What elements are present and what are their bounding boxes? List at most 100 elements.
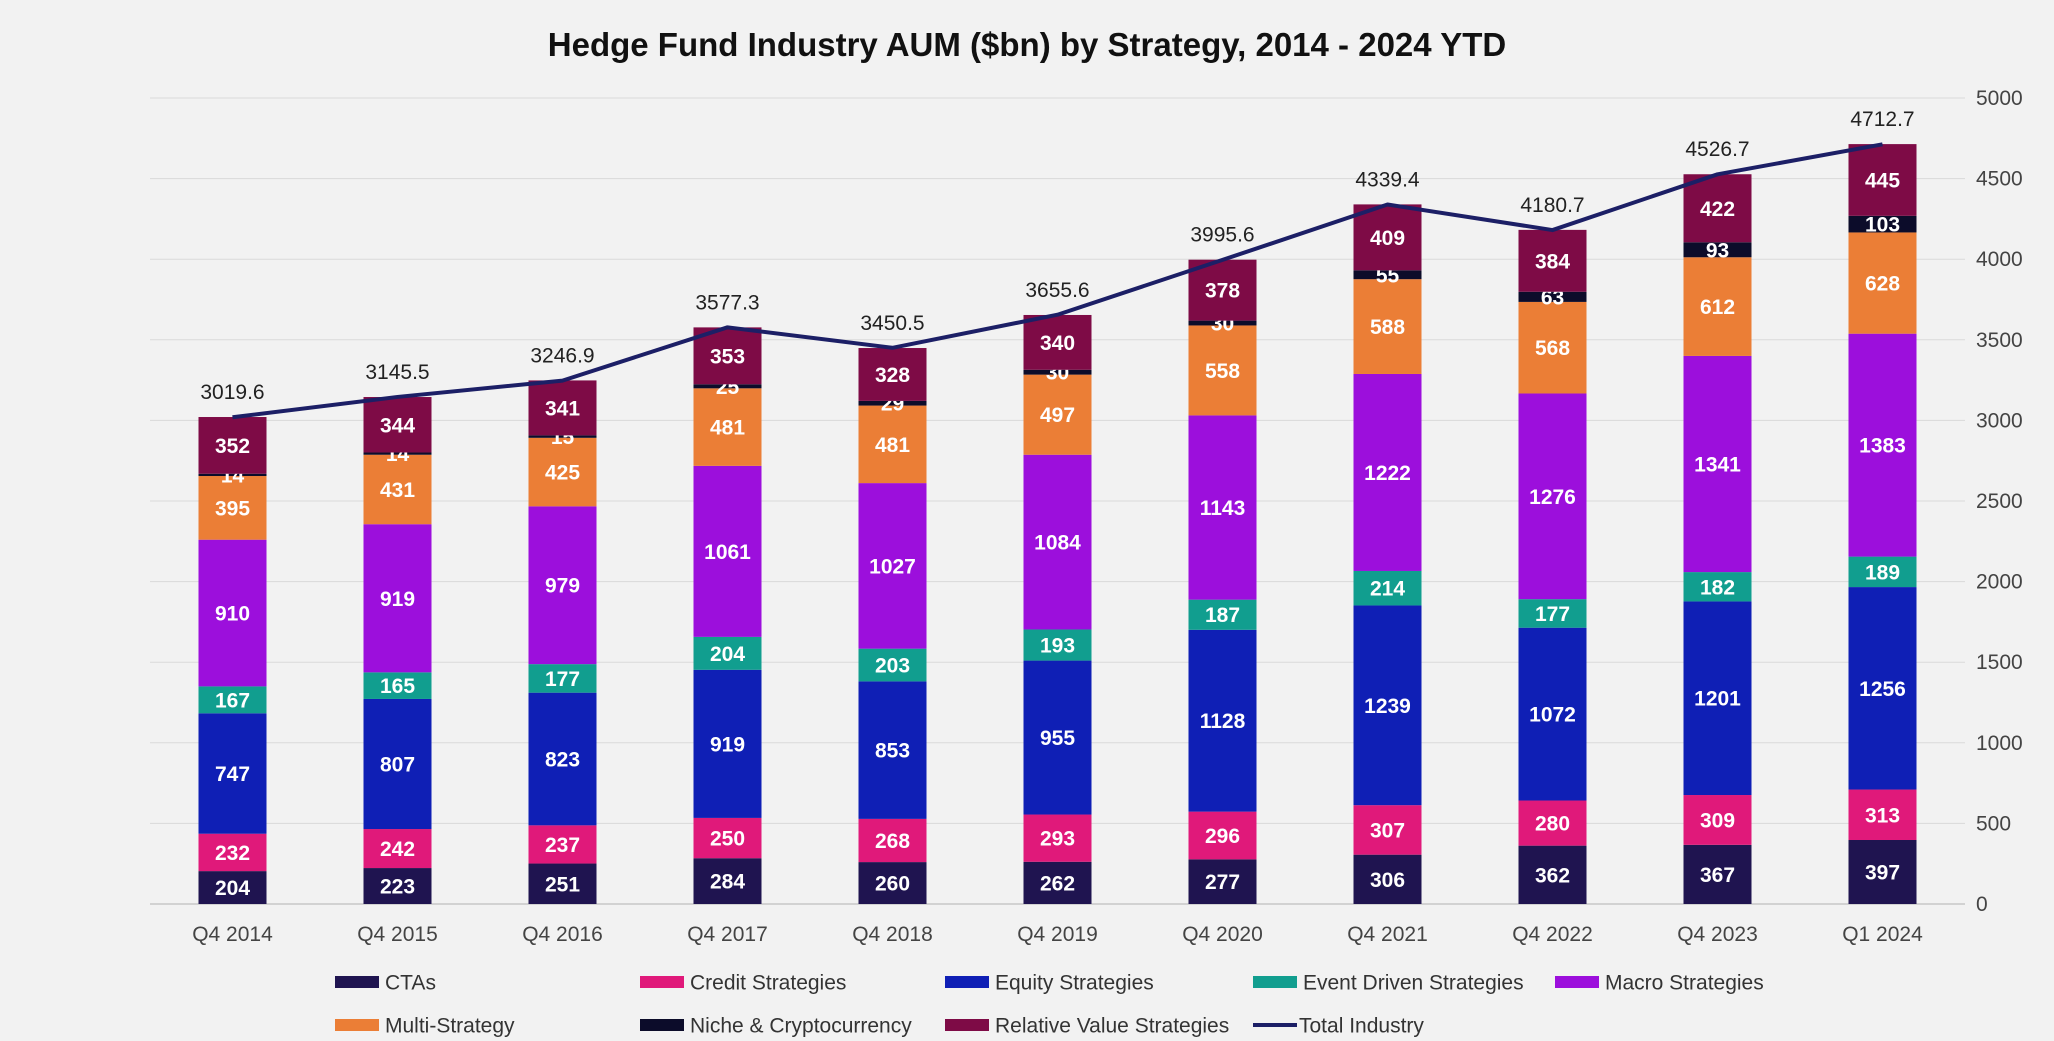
bar-segment-label: 340 — [1040, 332, 1075, 355]
bar-segment-label: 445 — [1865, 169, 1900, 192]
bar-segment-label: 497 — [1040, 404, 1075, 427]
legend-label: Equity Strategies — [995, 972, 1154, 995]
total-industry-label: 3995.6 — [1190, 224, 1254, 247]
legend-label: Total Industry — [1299, 1015, 1424, 1038]
legend-item: Macro Strategies — [1555, 972, 1764, 995]
bar-segment-label: 177 — [545, 668, 580, 691]
legend-swatch — [640, 1019, 684, 1031]
bar-segment-label: 481 — [710, 417, 745, 440]
bar-segment — [528, 437, 597, 507]
bar-segment — [363, 452, 432, 455]
bar-segment — [363, 868, 432, 904]
bar-segment-label: 1239 — [1364, 695, 1411, 718]
x-tick-label: Q4 2021 — [1347, 923, 1428, 946]
bar-stack: 397 313 1256 189 1383 628 103 445 — [1848, 144, 1917, 904]
bar-segment — [693, 388, 762, 466]
bar-segment-label: 214 — [1370, 578, 1405, 601]
bar-segment-label: 823 — [545, 749, 580, 772]
bar-segment — [198, 833, 267, 872]
bar-segment — [528, 692, 597, 826]
y-axis: 0 500 1000 1500 2000 2500 3000 3500 4000 4500 5000 — [1976, 87, 2023, 916]
bar-segment — [1518, 800, 1587, 846]
bar-segment — [528, 435, 597, 438]
bar-segment-label: 431 — [380, 479, 415, 502]
bar-segment — [858, 348, 927, 401]
bar-segment — [1188, 325, 1257, 416]
bar-segment-label: 352 — [215, 435, 250, 458]
legend-label: Multi-Strategy — [385, 1015, 515, 1038]
legend-item: Niche & Cryptocurrency — [640, 1015, 912, 1038]
bar-segment — [363, 454, 432, 525]
bar-segment — [1188, 259, 1257, 321]
bar-segment-label: 296 — [1205, 825, 1240, 848]
bar-segment-label: 203 — [875, 655, 910, 678]
bar-segment-label: 395 — [215, 497, 250, 520]
bar-segment-label: 979 — [545, 575, 580, 598]
bar-segment — [1518, 393, 1587, 600]
bar-segment-label: 1222 — [1364, 462, 1411, 485]
bar-segment — [1188, 811, 1257, 860]
bar-segment — [1188, 859, 1257, 904]
legend-label: Relative Value Strategies — [995, 1015, 1229, 1038]
bar-segment-label: 853 — [875, 740, 910, 763]
bar-segment-label: 807 — [380, 753, 415, 776]
bar-segment — [528, 380, 597, 436]
bar-segment-label: 481 — [875, 434, 910, 457]
x-tick-label: Q1 2024 — [1842, 923, 1923, 946]
bar-segment — [198, 686, 267, 714]
bar-segment-label: 1072 — [1529, 704, 1576, 727]
bar-segment-label: 919 — [710, 733, 745, 756]
bar-segment — [1848, 232, 1917, 334]
bar-segment — [693, 669, 762, 818]
legend-label: Macro Strategies — [1605, 972, 1764, 995]
bar-segment — [198, 539, 267, 687]
x-tick-label: Q4 2022 — [1512, 923, 1593, 946]
bar-segment — [363, 698, 432, 830]
legend-item: CTAs — [335, 972, 436, 995]
bar-segment-label: 425 — [545, 462, 580, 485]
bar-segment-label: 251 — [545, 873, 580, 896]
bar-segment — [1518, 599, 1587, 628]
stacked-bars: 2042327471679103951435222324280716591943… — [198, 144, 1917, 904]
bar-segment-label: 307 — [1370, 819, 1405, 842]
legend-item: Event Driven Strategies — [1253, 972, 1524, 995]
bar-segment — [1353, 854, 1422, 904]
bar-segment — [1683, 844, 1752, 904]
legend: CTAs Credit Strategies Equity Strategies Ev… — [335, 972, 1764, 1038]
bar-segment — [1023, 314, 1092, 370]
bar-segment-label: 232 — [215, 842, 250, 865]
bar-segment — [1518, 291, 1587, 302]
bar-segment-label: 1128 — [1200, 710, 1246, 733]
total-industry-label: 3246.9 — [530, 344, 594, 367]
bar-segment — [693, 465, 762, 637]
bar-segment-label: 237 — [545, 834, 580, 857]
legend-swatch — [335, 976, 379, 988]
bar-segment-label: 910 — [215, 603, 250, 626]
bar-segment — [1188, 599, 1257, 630]
legend-label: Event Driven Strategies — [1303, 972, 1524, 995]
bar-segment — [693, 817, 762, 859]
x-tick-label: Q4 2018 — [852, 923, 933, 946]
bar-segment — [198, 713, 267, 834]
bar-segment — [1848, 144, 1917, 216]
bar-segment-label: 558 — [1205, 360, 1240, 383]
bar-segment-label: 1276 — [1529, 486, 1576, 509]
bar-segment-label: 193 — [1040, 635, 1075, 658]
bar-segment — [1188, 320, 1257, 326]
bar-segment — [1518, 627, 1587, 801]
bar-segment — [198, 476, 267, 540]
bar-segment — [1848, 556, 1917, 588]
bar-segment — [198, 473, 267, 477]
bar-segment — [1518, 301, 1587, 394]
y-tick-label: 1500 — [1976, 651, 2023, 674]
bar-segment-label: 588 — [1370, 316, 1405, 339]
bar-segment — [1518, 229, 1587, 292]
bar-segment-label: 204 — [710, 643, 745, 666]
bar-segment — [1188, 415, 1257, 600]
bar-segment-label: 306 — [1370, 869, 1405, 892]
y-tick-label: 1000 — [1976, 732, 2023, 755]
bar-segment — [1683, 795, 1752, 845]
